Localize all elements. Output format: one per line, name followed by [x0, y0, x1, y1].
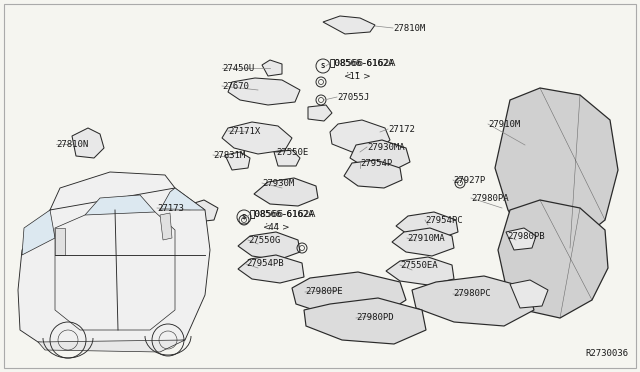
- Polygon shape: [222, 122, 292, 154]
- Polygon shape: [308, 105, 332, 121]
- Text: 27930M: 27930M: [262, 179, 294, 187]
- Text: 27550E: 27550E: [276, 148, 308, 157]
- Text: 27810N: 27810N: [56, 140, 88, 148]
- Polygon shape: [292, 272, 406, 316]
- Text: S: S: [321, 63, 325, 69]
- Text: R2730036: R2730036: [585, 349, 628, 358]
- Text: 27550G: 27550G: [248, 235, 280, 244]
- Polygon shape: [350, 140, 410, 170]
- Polygon shape: [55, 212, 175, 330]
- Polygon shape: [38, 340, 185, 352]
- Text: 27055J: 27055J: [337, 93, 369, 102]
- Text: 27450U: 27450U: [222, 64, 254, 73]
- Text: S: S: [242, 214, 246, 220]
- Polygon shape: [330, 120, 390, 152]
- Text: 27810M: 27810M: [393, 23, 425, 32]
- Text: 27910M: 27910M: [488, 119, 520, 128]
- Text: 27172: 27172: [388, 125, 415, 134]
- Polygon shape: [18, 185, 210, 348]
- Polygon shape: [396, 212, 458, 240]
- Polygon shape: [72, 128, 104, 158]
- Polygon shape: [262, 60, 282, 76]
- Polygon shape: [50, 172, 175, 210]
- Text: 27831M: 27831M: [213, 151, 245, 160]
- Text: 27980PC: 27980PC: [453, 289, 491, 298]
- Polygon shape: [344, 160, 402, 188]
- Polygon shape: [228, 78, 300, 105]
- Text: 27670: 27670: [222, 81, 249, 90]
- Text: 27980PA: 27980PA: [471, 193, 509, 202]
- Text: 27954PC: 27954PC: [425, 215, 463, 224]
- Text: Ⓢ08566-6162A: Ⓢ08566-6162A: [330, 58, 394, 67]
- Text: 27980PE: 27980PE: [305, 288, 342, 296]
- Polygon shape: [386, 257, 454, 285]
- Text: ′4″: ′4″: [263, 222, 279, 231]
- Polygon shape: [160, 188, 205, 210]
- Polygon shape: [85, 195, 155, 220]
- Text: Ⓢ08566-6162A: Ⓢ08566-6162A: [330, 58, 396, 67]
- Polygon shape: [254, 178, 318, 206]
- Text: Ⓢ08566-6162A: Ⓢ08566-6162A: [250, 209, 316, 218]
- Polygon shape: [506, 228, 536, 250]
- Polygon shape: [510, 280, 548, 308]
- Text: < 4 >: < 4 >: [263, 222, 290, 231]
- Polygon shape: [304, 298, 426, 344]
- Polygon shape: [323, 16, 375, 34]
- Polygon shape: [22, 210, 55, 255]
- Text: 27930MA: 27930MA: [367, 142, 404, 151]
- Polygon shape: [160, 213, 172, 240]
- Text: Ⓢ08566-6162A: Ⓢ08566-6162A: [250, 209, 314, 218]
- Text: < 1 >: < 1 >: [344, 71, 371, 80]
- Polygon shape: [392, 228, 454, 256]
- Text: 27954PB: 27954PB: [246, 260, 284, 269]
- Text: 27980PB: 27980PB: [507, 231, 545, 241]
- Polygon shape: [498, 200, 608, 318]
- Text: ′1″: ′1″: [344, 71, 360, 80]
- Polygon shape: [238, 255, 304, 283]
- Text: 27550EA: 27550EA: [400, 260, 438, 269]
- Text: 27927P: 27927P: [453, 176, 485, 185]
- Text: 27980PD: 27980PD: [356, 314, 394, 323]
- Polygon shape: [225, 152, 250, 170]
- Polygon shape: [55, 228, 65, 255]
- Polygon shape: [188, 200, 218, 222]
- Text: 27910MA: 27910MA: [407, 234, 445, 243]
- Polygon shape: [238, 232, 300, 260]
- Text: 27173: 27173: [157, 203, 184, 212]
- Text: 27954P: 27954P: [360, 158, 392, 167]
- Polygon shape: [495, 88, 618, 248]
- Polygon shape: [412, 276, 534, 326]
- Text: 27171X: 27171X: [228, 126, 260, 135]
- Polygon shape: [274, 150, 300, 166]
